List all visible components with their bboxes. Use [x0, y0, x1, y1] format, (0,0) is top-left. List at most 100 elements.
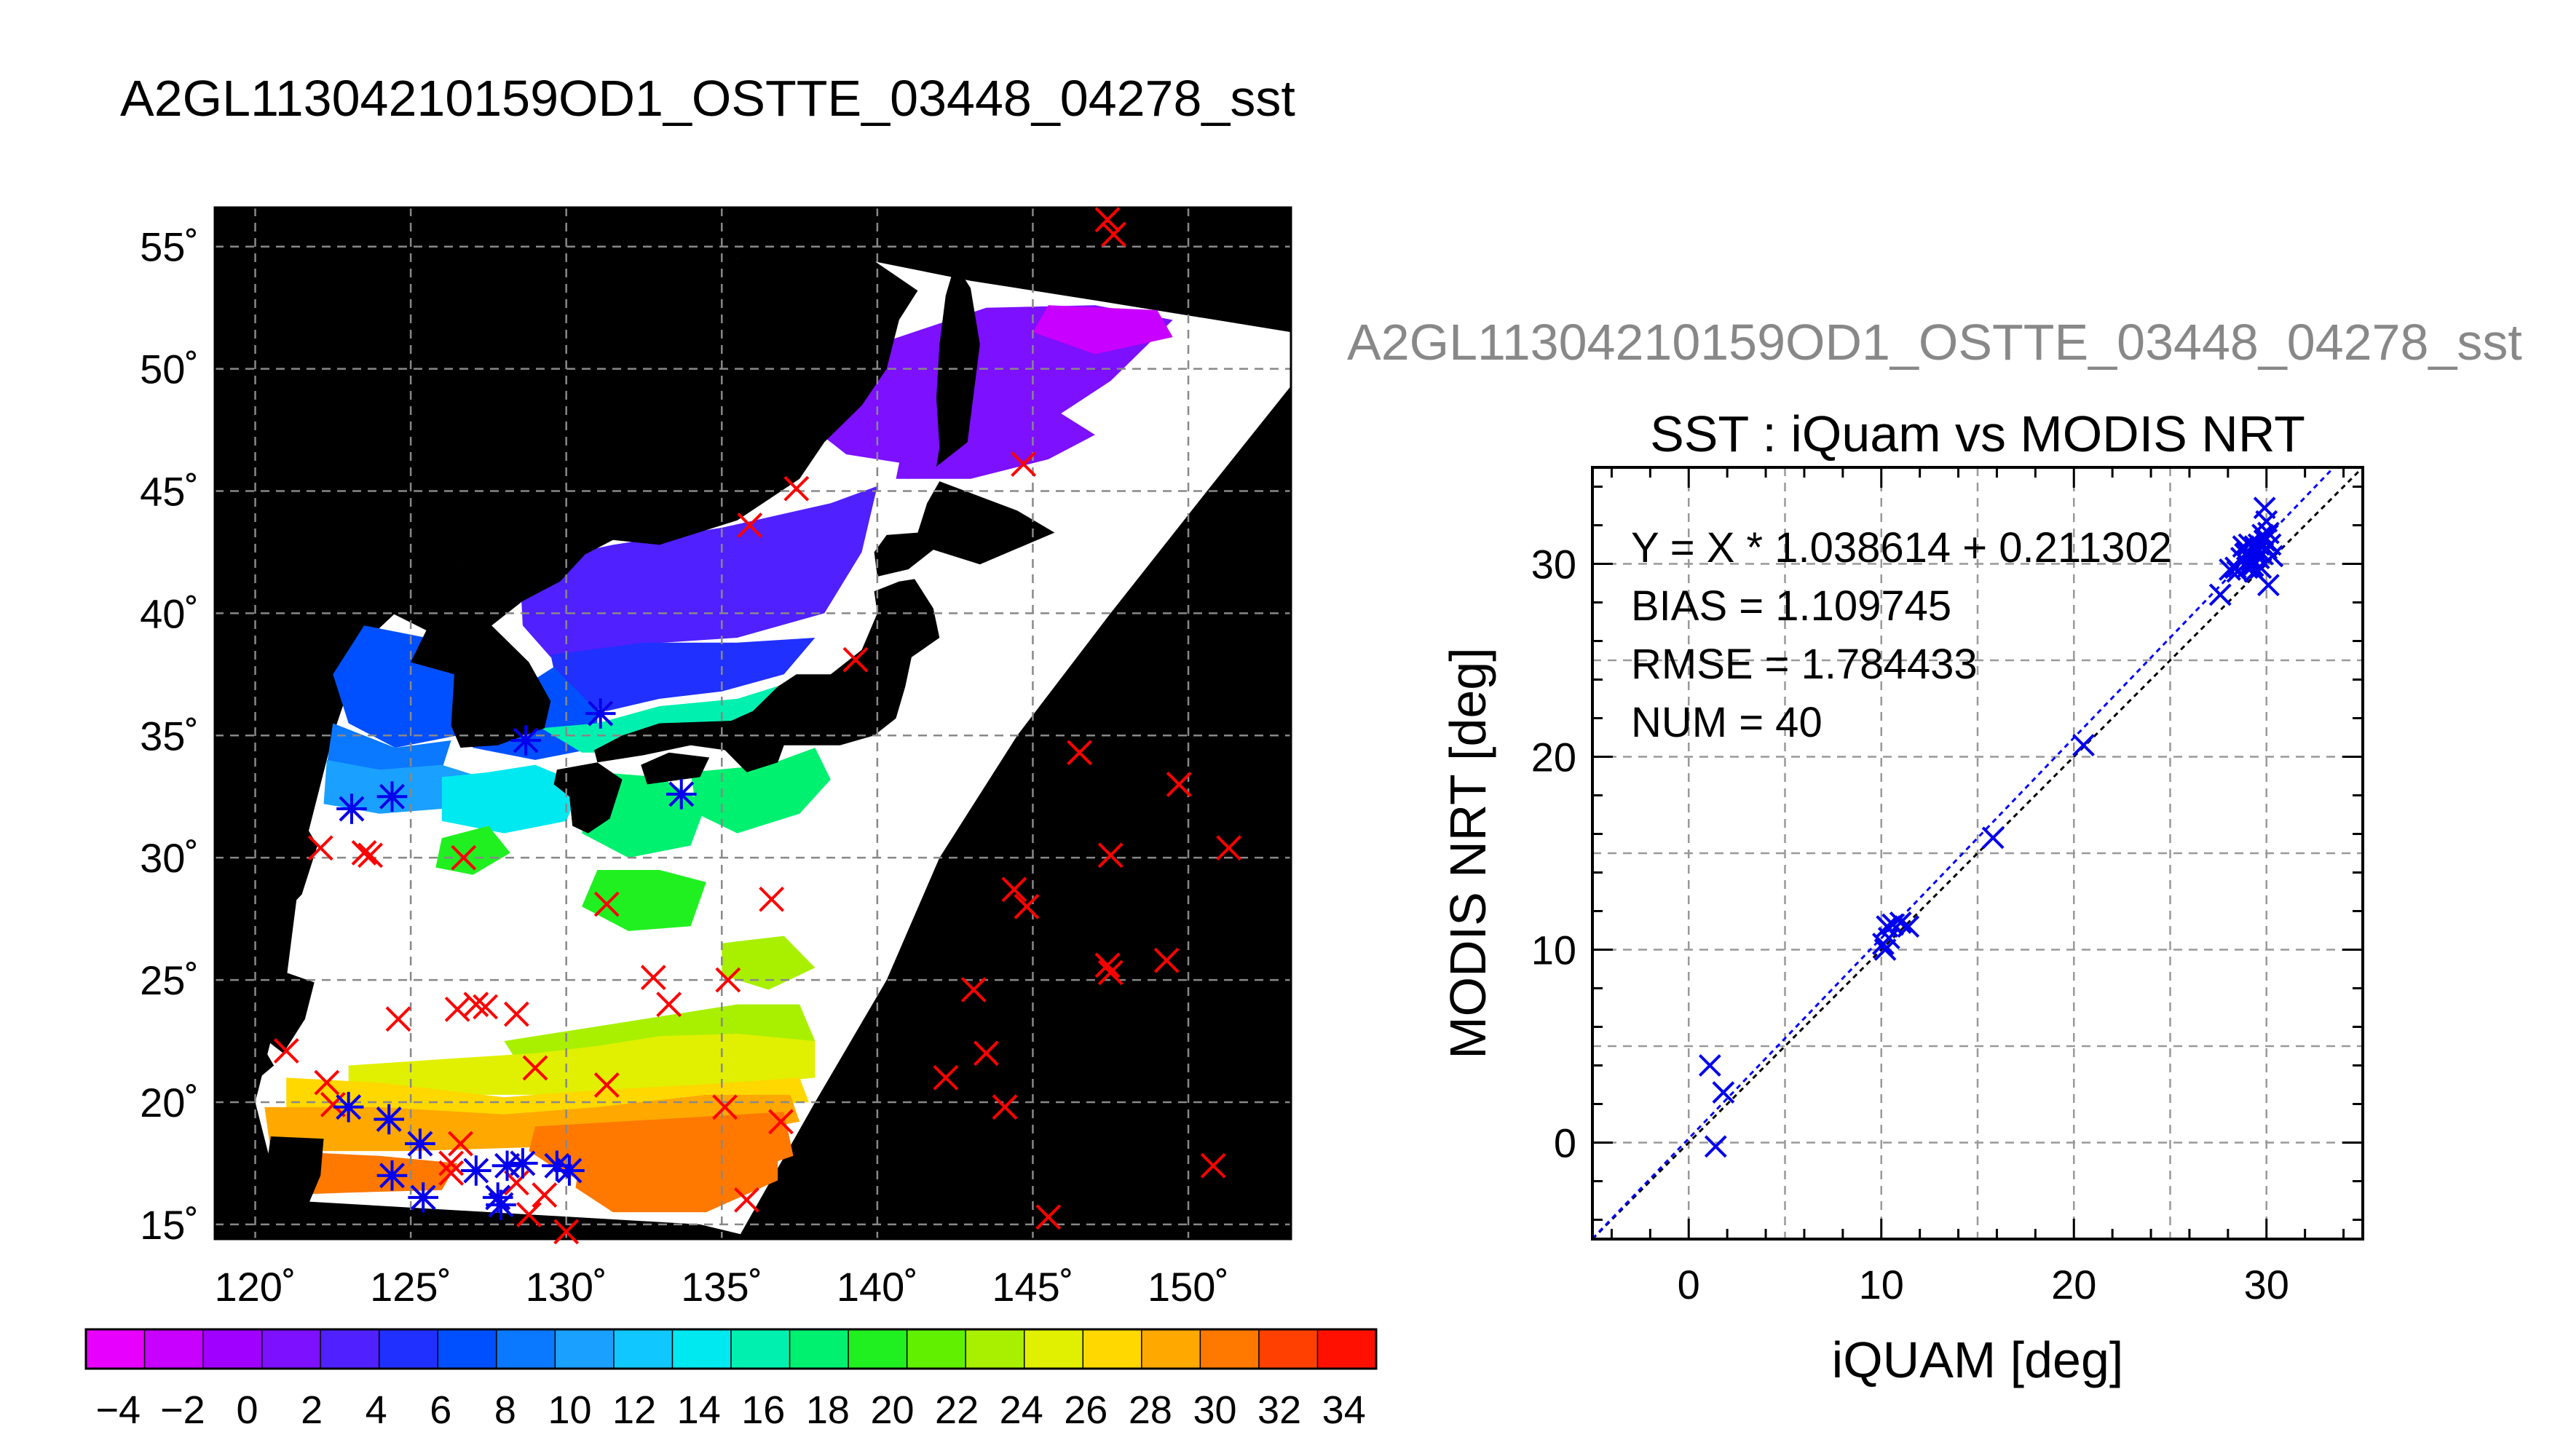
map-tick-lon: 125˚ — [370, 1264, 451, 1310]
colorbar-segment — [1317, 1329, 1377, 1369]
colorbar-segment — [496, 1329, 556, 1369]
colorbar-tick: 18 — [806, 1388, 850, 1432]
map-marker-nomatch — [503, 1001, 529, 1027]
map-marker-nomatch — [734, 1187, 759, 1213]
sst-map: 120˚ 125˚ 130˚ 135˚ 140˚ 145˚ 150˚ 15˚ 20˚ 25˚ 30˚… — [140, 206, 1292, 1310]
map-tick-lat: 25˚ — [140, 957, 199, 1003]
colorbar-tick: 24 — [1000, 1388, 1043, 1432]
map-marker-nomatch — [444, 996, 470, 1022]
colorbar-tick: 26 — [1064, 1388, 1107, 1432]
colorbar-tick: 32 — [1257, 1388, 1301, 1432]
scatter-tick-y: 20 — [1531, 735, 1576, 780]
stats-bias: BIAS = 1.109745 — [1631, 582, 1951, 630]
map-marker-match — [336, 794, 367, 824]
land-luzon — [255, 1136, 324, 1239]
map-marker-match — [486, 1190, 516, 1220]
map-marker-nomatch — [438, 1150, 465, 1176]
map-marker-match — [333, 1091, 364, 1123]
colorbar-segment — [203, 1329, 263, 1369]
scatter-point — [2232, 535, 2255, 558]
map-marker-nomatch — [715, 967, 741, 993]
land-mainland-ne — [215, 242, 918, 614]
map-marker-nomatch — [737, 513, 763, 538]
map-frame — [213, 206, 1292, 1241]
scatter-file-title: A2GL11304210159OD1_OSTTE_03448_04278_sst — [1347, 314, 2522, 371]
map-marker-match — [554, 1155, 585, 1186]
map-marker-nomatch — [1166, 772, 1192, 797]
map-marker-nomatch — [307, 835, 333, 861]
map-marker-match — [482, 1182, 513, 1213]
map-marker-nomatch — [656, 992, 682, 1018]
colorbar-frame — [84, 1328, 1378, 1370]
sst-patch-22 — [280, 1151, 458, 1195]
map-marker-nomatch — [553, 1219, 580, 1245]
map-marker-nomatch — [351, 840, 377, 866]
map-marker-nomatch — [516, 1202, 542, 1227]
colorbar-tick: −2 — [160, 1388, 205, 1432]
map-tick-lat: 15˚ — [140, 1202, 199, 1248]
map-marker-nomatch — [522, 1055, 548, 1081]
colorbar-segment — [1083, 1329, 1142, 1369]
scatter-point — [1897, 915, 1920, 938]
map-marker-nomatch — [532, 1182, 558, 1208]
map-marker-nomatch — [593, 1072, 620, 1098]
map-marker-nomatch — [1216, 835, 1241, 861]
colorbar-segment — [672, 1329, 732, 1369]
colorbar-tick: 6 — [430, 1388, 451, 1432]
map-marker-match — [666, 779, 697, 810]
colorbar-segment — [555, 1329, 615, 1369]
map-marker-nomatch — [1001, 877, 1027, 903]
map-tick-lon: 120˚ — [214, 1264, 296, 1310]
land-korea — [392, 539, 585, 748]
colorbar-segment — [379, 1329, 438, 1369]
colorbar-tick: 10 — [548, 1388, 591, 1432]
scatter-point — [2208, 583, 2232, 606]
map-tick-lat: 40˚ — [140, 590, 199, 636]
map-marker-match — [508, 1148, 538, 1179]
map-marker-nomatch — [1094, 207, 1121, 233]
map-marker-nomatch — [358, 842, 383, 869]
map-marker-match — [585, 698, 616, 729]
map-marker-nomatch — [759, 886, 785, 912]
colorbar-tick: 20 — [870, 1388, 914, 1432]
land-china-north — [215, 593, 331, 981]
map-marker-nomatch — [448, 1131, 473, 1157]
map-marker-nomatch — [463, 992, 489, 1018]
colorbar-tick: 12 — [612, 1388, 656, 1432]
map-marker-nomatch — [593, 891, 620, 917]
map-marker-nomatch — [933, 1064, 959, 1091]
land-sakhalin — [936, 264, 980, 467]
sst-patch-21 — [575, 1133, 778, 1213]
sst-patch-9 — [441, 764, 583, 834]
map-marker-nomatch — [503, 1170, 529, 1196]
map-marker-match — [405, 1128, 435, 1159]
colorbar-tick: 4 — [366, 1388, 387, 1432]
scatter-point — [2253, 496, 2276, 520]
land-honshu — [594, 579, 940, 772]
map-tick-lat: 45˚ — [140, 469, 199, 515]
swath-margin-west — [215, 1102, 280, 1239]
colorbar-segment — [1024, 1329, 1083, 1369]
map-marker-match — [461, 1155, 491, 1186]
map-marker-nomatch — [640, 965, 666, 991]
colorbar-tick: 2 — [301, 1388, 323, 1432]
map-marker-nomatch — [783, 475, 810, 502]
colorbar-segment — [965, 1329, 1025, 1369]
sst-patch-10 — [541, 679, 800, 753]
scatter-frame — [1591, 466, 2364, 1241]
scatter-tick-x: 30 — [2244, 1262, 2289, 1307]
colorbar-segment — [1258, 1329, 1319, 1369]
map-tick-lon: 135˚ — [681, 1264, 762, 1310]
scatter-point — [2261, 545, 2284, 568]
map-marker-nomatch — [1014, 893, 1040, 919]
map-marker-match — [408, 1182, 439, 1213]
stats-rmse: RMSE = 1.784433 — [1631, 641, 1978, 688]
sst-colorbar: −4 −2 0 2 4 6 8 10 12 14 16 18 20 22 24 26 28 30 32 34 — [84, 1328, 1378, 1432]
map-file-title: A2GL11304210159OD1_OSTTE_03448_04278_sst — [120, 70, 1295, 127]
map-marker-nomatch — [473, 994, 499, 1020]
scatter-plot: SST : iQuam vs MODIS NRT 0 10 20 30 0 10 20 30 iQ… — [1440, 405, 2364, 1388]
colorbar-tick: 34 — [1322, 1388, 1366, 1432]
map-marker-nomatch — [1153, 947, 1180, 973]
colorbar-segment — [261, 1329, 321, 1369]
colorbar-segment — [438, 1329, 497, 1369]
